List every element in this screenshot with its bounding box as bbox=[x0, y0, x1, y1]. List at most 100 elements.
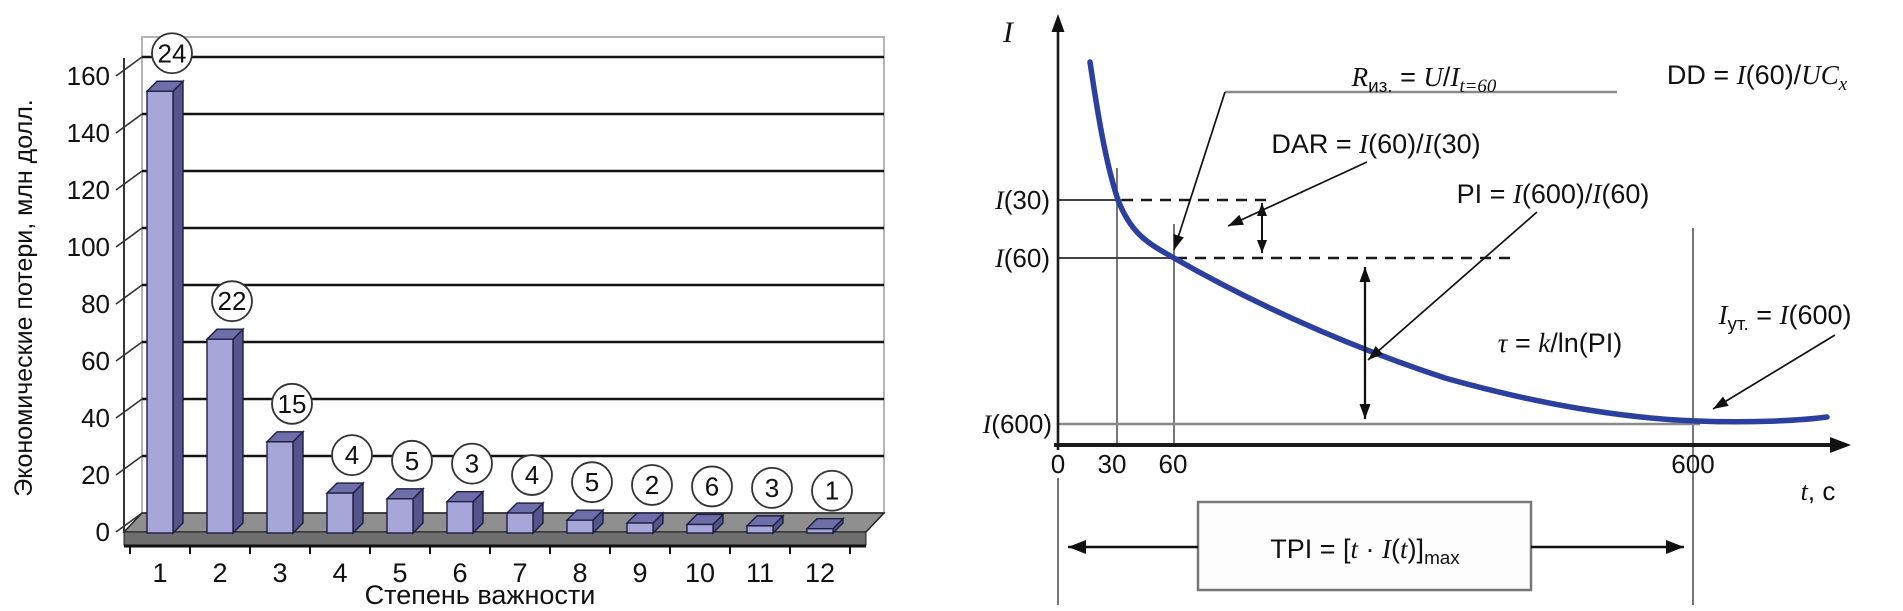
bar-3d bbox=[805, 517, 845, 535]
x-axis-label-t: t, с bbox=[1801, 476, 1836, 506]
x-category-label: 11 bbox=[746, 558, 774, 588]
y-tick bbox=[115, 56, 143, 77]
bar-front-face bbox=[626, 522, 654, 534]
y-tick bbox=[115, 341, 143, 362]
bar-front-face bbox=[206, 338, 234, 534]
y-tick bbox=[115, 284, 143, 305]
bar-front-face bbox=[506, 512, 534, 534]
bar-value-label: 22 bbox=[218, 286, 247, 316]
arrowhead bbox=[1173, 234, 1184, 250]
riz-formula: Rиз. = U/It=60 bbox=[1351, 62, 1497, 97]
arrow-line bbox=[1712, 334, 1836, 410]
x-category-label: 8 bbox=[572, 558, 587, 588]
bar-front-face bbox=[146, 90, 174, 534]
arrowhead bbox=[1359, 404, 1371, 419]
y-tick-label: 40 bbox=[81, 403, 110, 433]
i600-label: I(600) bbox=[982, 409, 1052, 439]
arrowhead bbox=[1257, 240, 1267, 253]
bar-value-circle bbox=[511, 454, 553, 496]
arrowhead bbox=[1051, 14, 1065, 32]
bar-front-face bbox=[806, 528, 834, 534]
current-decay-curve bbox=[1087, 59, 1830, 425]
bar-value-circle bbox=[451, 442, 493, 485]
tpi-formula: TPI = [t · I(t)]max bbox=[1270, 534, 1460, 569]
y-tick bbox=[115, 113, 143, 134]
y-tick bbox=[115, 512, 143, 533]
bar-front-face bbox=[566, 519, 594, 534]
bar-value-label: 6 bbox=[705, 471, 719, 501]
y-tick-label: 120 bbox=[67, 175, 110, 205]
bar-side-face bbox=[172, 79, 184, 535]
bar-value-label: 15 bbox=[278, 389, 307, 419]
bar-front-face bbox=[686, 523, 714, 534]
y-tick bbox=[115, 455, 143, 476]
bar-3d bbox=[265, 430, 305, 535]
i30-label: I(30) bbox=[994, 185, 1050, 215]
bar-value-label: 4 bbox=[525, 460, 539, 490]
y-tick-label: 20 bbox=[81, 460, 110, 490]
bar-side-face bbox=[232, 327, 244, 535]
dar-formula: DAR = I(60)/I(30) bbox=[1271, 129, 1480, 159]
arrow-line bbox=[1173, 91, 1226, 251]
x-category-label: 2 bbox=[212, 558, 227, 588]
bar-front-face bbox=[266, 441, 294, 534]
y-tick bbox=[115, 227, 143, 248]
bar-3d bbox=[505, 501, 545, 535]
x-category-label: 1 bbox=[152, 558, 167, 588]
y-axis-label-i: I bbox=[1002, 16, 1015, 49]
bar-value-circle bbox=[151, 32, 193, 75]
x-tick-label: 600 bbox=[1671, 449, 1714, 479]
x-category-label: 4 bbox=[332, 558, 347, 588]
bar-value-label: 3 bbox=[765, 473, 779, 503]
bar-value-circle bbox=[811, 469, 853, 512]
bar-front-face bbox=[446, 500, 474, 534]
x-tick-label: 30 bbox=[1098, 449, 1127, 479]
bar-value-label: 24 bbox=[158, 38, 187, 68]
y-tick bbox=[115, 170, 143, 191]
bar-value-label: 2 bbox=[645, 470, 659, 500]
iut-formula: Iут. = I(600) bbox=[1717, 300, 1851, 335]
bar-value-label: 1 bbox=[825, 476, 839, 506]
arrowhead bbox=[1359, 267, 1371, 282]
arrowhead bbox=[1713, 396, 1729, 409]
bar-value-label: 5 bbox=[585, 467, 599, 497]
x-tick-label: 60 bbox=[1159, 449, 1188, 479]
arrowhead bbox=[1368, 345, 1383, 360]
bar-front-face bbox=[746, 525, 774, 534]
bar-3d bbox=[745, 514, 785, 535]
bar-value-label: 5 bbox=[405, 446, 419, 476]
bar-side-face bbox=[292, 430, 304, 535]
x-tick-label: 0 bbox=[1051, 449, 1065, 479]
arrowhead bbox=[1228, 214, 1244, 226]
bar-front-face bbox=[386, 498, 414, 534]
chart-back-wall bbox=[141, 36, 885, 514]
bar-3d bbox=[565, 508, 605, 535]
y-tick-label: 100 bbox=[67, 232, 110, 262]
bar-value-circle bbox=[631, 464, 673, 506]
x-category-label: 10 bbox=[685, 558, 715, 588]
bar-front-face bbox=[326, 492, 354, 534]
bar-3d bbox=[685, 512, 725, 535]
x-category-label: 7 bbox=[512, 558, 527, 588]
bar-value-label: 4 bbox=[345, 440, 359, 470]
bar-value-circle bbox=[331, 434, 373, 477]
current-decay-diagram-panel: I t, с I(30) I(60) I(600) Rиз. = U/It=60… bbox=[982, 14, 1852, 605]
pi-formula: PI = I(600)/I(60) bbox=[1457, 179, 1650, 209]
x-category-label: 3 bbox=[272, 558, 287, 588]
bar-3d bbox=[145, 79, 185, 535]
bar-value-circle bbox=[271, 382, 313, 425]
i60-label: I(60) bbox=[994, 243, 1050, 273]
dd-formula: DD = I(60)/UCx bbox=[1667, 60, 1848, 95]
tau-formula: τ = k/ln(PI) bbox=[1498, 328, 1622, 358]
y-tick-label: 80 bbox=[81, 289, 110, 319]
arrowhead bbox=[1068, 540, 1086, 554]
x-category-label: 12 bbox=[805, 558, 835, 588]
bar-3d bbox=[385, 487, 425, 535]
x-category-label: 9 bbox=[632, 558, 647, 588]
arrowhead bbox=[1257, 203, 1267, 216]
arrowhead bbox=[1666, 540, 1684, 554]
bar-value-label: 3 bbox=[465, 449, 479, 479]
bar-3d bbox=[205, 327, 245, 535]
bar-value-circle bbox=[391, 439, 433, 482]
